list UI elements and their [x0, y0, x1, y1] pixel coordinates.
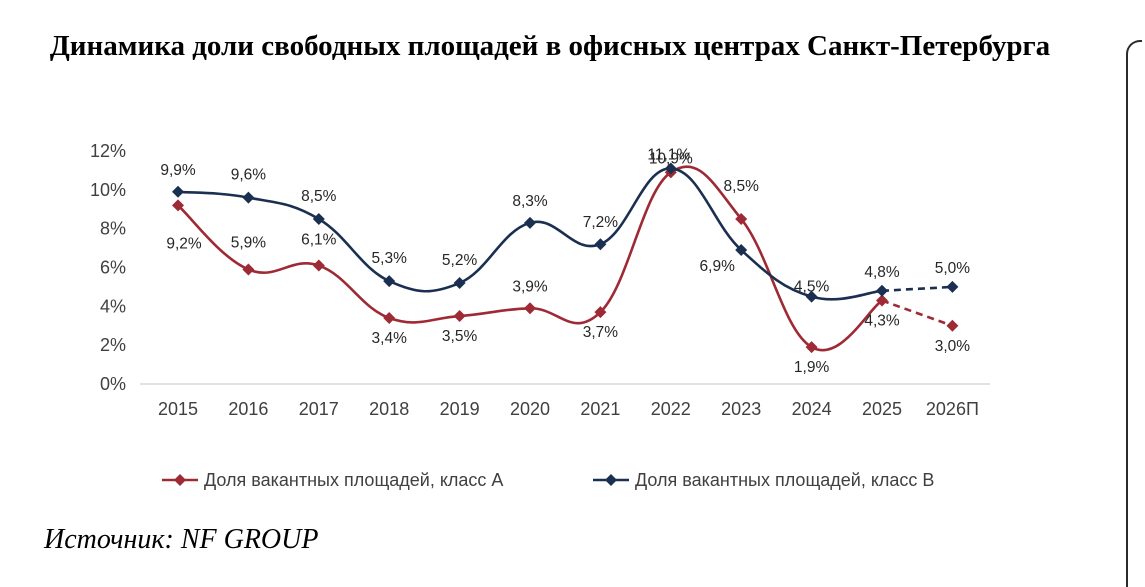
data-label: 5,9%: [231, 234, 267, 251]
data-point: [172, 185, 184, 198]
source-note: Источник: NF GROUP: [44, 524, 319, 555]
legend-marker: [605, 474, 617, 486]
data-point: [172, 199, 184, 212]
y-tick-label: 4%: [100, 296, 126, 316]
series-line: [177, 165, 883, 352]
x-tick-label: 2015: [158, 399, 198, 419]
data-label: 5,2%: [442, 252, 478, 269]
data-point: [664, 162, 677, 175]
x-tick-label: 2019: [440, 399, 480, 419]
data-label: 3,5%: [442, 328, 478, 345]
data-point: [946, 319, 959, 332]
data-point: [383, 311, 396, 324]
data-labels: 9,2% 5,9% 6,1% 3,4% 3,5% 3,9% 3,7% 10,9% 8,5% 1,9…: [160, 146, 970, 376]
x-tick-label: 2021: [580, 399, 620, 419]
y-tick-label: 2%: [100, 335, 126, 355]
chart-title: Динамика доли свободных площадей в офисн…: [49, 30, 1051, 62]
data-label: 4,8%: [864, 264, 900, 281]
legend-label: Доля вакантных площадей, класс А: [204, 470, 503, 490]
data-label: 4,5%: [794, 279, 830, 296]
data-label: 3,0%: [935, 338, 971, 355]
data-point: [594, 306, 607, 319]
y-tick-label: 8%: [100, 219, 126, 239]
data-point: [312, 212, 325, 225]
data-point: [735, 212, 748, 225]
data-label: 5,0%: [935, 260, 971, 277]
data-label: 1,9%: [794, 359, 830, 376]
series-line-forecast: [881, 299, 953, 327]
x-tick-label: 2022: [651, 399, 691, 419]
data-label: 7,2%: [583, 214, 619, 231]
y-tick-label: 10%: [90, 180, 126, 200]
x-tick-label: 2026П: [926, 399, 979, 419]
y-tick-label: 0%: [100, 374, 126, 394]
y-tick-label: 6%: [100, 258, 126, 278]
series-layer: [172, 162, 959, 354]
data-point: [453, 277, 466, 290]
series-class-b: [172, 162, 959, 303]
data-point: [594, 238, 607, 251]
scrollbar-edge: [1126, 40, 1142, 587]
data-label: 4,3%: [864, 313, 900, 330]
data-label: 8,5%: [301, 188, 337, 205]
data-label: 8,5%: [724, 178, 760, 195]
data-point: [946, 280, 959, 293]
legend-marker: [174, 474, 186, 486]
data-label: 3,9%: [512, 278, 548, 295]
data-label: 10,9%: [649, 150, 693, 167]
legend: Доля вакантных площадей, класс А Доля вак…: [162, 470, 934, 490]
data-label: 9,6%: [231, 167, 267, 184]
series-line: [177, 167, 883, 301]
x-tick-label: 2018: [369, 399, 409, 419]
data-point: [805, 290, 818, 303]
data-point: [524, 302, 536, 315]
data-point: [876, 294, 888, 307]
legend-label: Доля вакантных площадей, класс В: [635, 470, 934, 490]
x-tick-label: 2025: [862, 399, 902, 419]
series-line-forecast: [881, 285, 953, 293]
data-label: 9,9%: [160, 162, 196, 179]
data-point: [876, 284, 888, 297]
data-label: 6,1%: [301, 232, 337, 249]
x-axis: 2015 2016 2017 2018 2019 2020 2021 2022 2023 2024…: [140, 383, 990, 419]
y-axis: 0% 2% 4% 6% 8% 10% 12%: [90, 141, 126, 394]
x-tick-label: 2020: [510, 399, 550, 419]
x-tick-label: 2023: [721, 399, 761, 419]
data-point: [242, 191, 255, 204]
data-label: 3,4%: [372, 330, 408, 347]
data-point: [242, 263, 255, 276]
data-point: [312, 259, 325, 272]
data-label: 6,9%: [700, 258, 736, 275]
legend-item: Доля вакантных площадей, класс А: [162, 470, 503, 490]
data-label: 11,1%: [647, 146, 690, 163]
data-point: [383, 275, 396, 288]
legend-item: Доля вакантных площадей, класс В: [593, 470, 934, 490]
y-tick-label: 12%: [90, 141, 126, 161]
data-label: 3,7%: [583, 324, 619, 341]
x-tick-label: 2016: [228, 399, 268, 419]
series-class-a: [172, 165, 959, 354]
data-label: 9,2%: [166, 235, 202, 252]
data-point: [805, 341, 818, 354]
data-point: [524, 216, 536, 229]
data-label: 8,3%: [512, 193, 548, 210]
x-tick-label: 2017: [299, 399, 339, 419]
x-tick-label: 2024: [792, 399, 832, 419]
data-label: 5,3%: [372, 250, 408, 267]
data-point: [735, 244, 748, 257]
data-point: [453, 310, 466, 323]
